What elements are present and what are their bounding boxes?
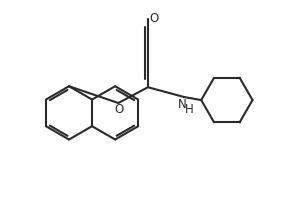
Text: N: N [178,98,187,111]
Text: H: H [185,103,194,116]
Text: O: O [149,12,158,25]
Text: O: O [115,103,124,116]
